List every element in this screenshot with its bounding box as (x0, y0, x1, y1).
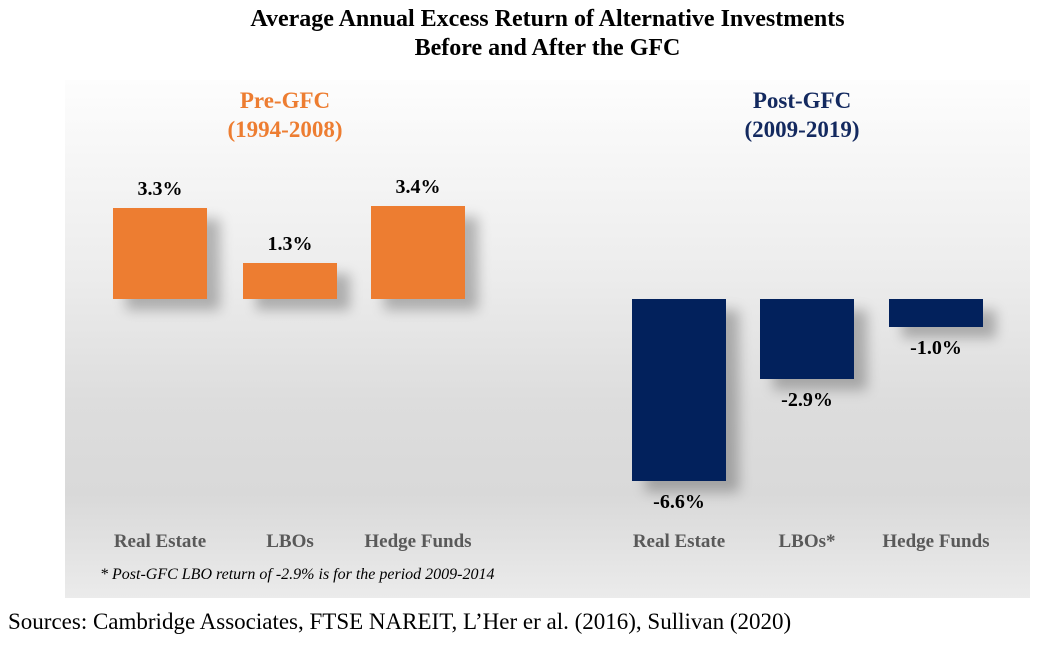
category-label-post-gfc-real-estate: Real Estate (632, 531, 726, 552)
category-label-pre-gfc-lbos: LBOs (266, 531, 314, 552)
pre-gfc-group-period: (1994-2008) (227, 117, 343, 142)
chart-title-line1: Average Annual Excess Return of Alternat… (250, 6, 845, 32)
value-label-post-gfc-lbos: -2.9% (781, 388, 833, 411)
footnote: * Post-GFC LBO return of -2.9% is for th… (100, 566, 495, 583)
value-label-post-gfc-real-estate: -6.6% (653, 490, 705, 513)
post-gfc-group-name: Post-GFC (752, 88, 852, 113)
sources-line: Sources: Cambridge Associates, FTSE NARE… (8, 609, 792, 634)
value-label-pre-gfc-real-estate: 3.3% (137, 178, 183, 201)
pre-gfc-group-name: Pre-GFC (239, 88, 331, 113)
bar-post-gfc-hedge-funds (889, 299, 983, 327)
value-label-pre-gfc-hedge-funds: 3.4% (395, 175, 441, 198)
bar-post-gfc-lbos (760, 299, 854, 379)
category-label-post-gfc-lbos: LBOs* (778, 531, 836, 552)
bar-pre-gfc-lbos (243, 263, 337, 299)
value-label-pre-gfc-lbos: 1.3% (267, 233, 313, 256)
category-label-pre-gfc-real-estate: Real Estate (113, 531, 207, 552)
pre-gfc-group-header: Pre-GFC (1994-2008) (120, 86, 450, 144)
value-label-post-gfc-hedge-funds: -1.0% (910, 336, 962, 359)
chart-title-line2: Before and After the GFC (414, 35, 681, 61)
bar-post-gfc-real-estate (632, 299, 726, 481)
plot-area: Pre-GFC (1994-2008) Post-GFC (2009-2019)… (65, 80, 1030, 598)
bar-pre-gfc-real-estate (113, 208, 207, 299)
post-gfc-group-header: Post-GFC (2009-2019) (637, 86, 967, 144)
chart-title: Average Annual Excess Return of Alternat… (65, 5, 1030, 63)
category-label-pre-gfc-hedge-funds: Hedge Funds (364, 531, 472, 552)
category-label-post-gfc-hedge-funds: Hedge Funds (882, 531, 990, 552)
bar-pre-gfc-hedge-funds (371, 205, 465, 299)
post-gfc-group-period: (2009-2019) (744, 117, 860, 142)
